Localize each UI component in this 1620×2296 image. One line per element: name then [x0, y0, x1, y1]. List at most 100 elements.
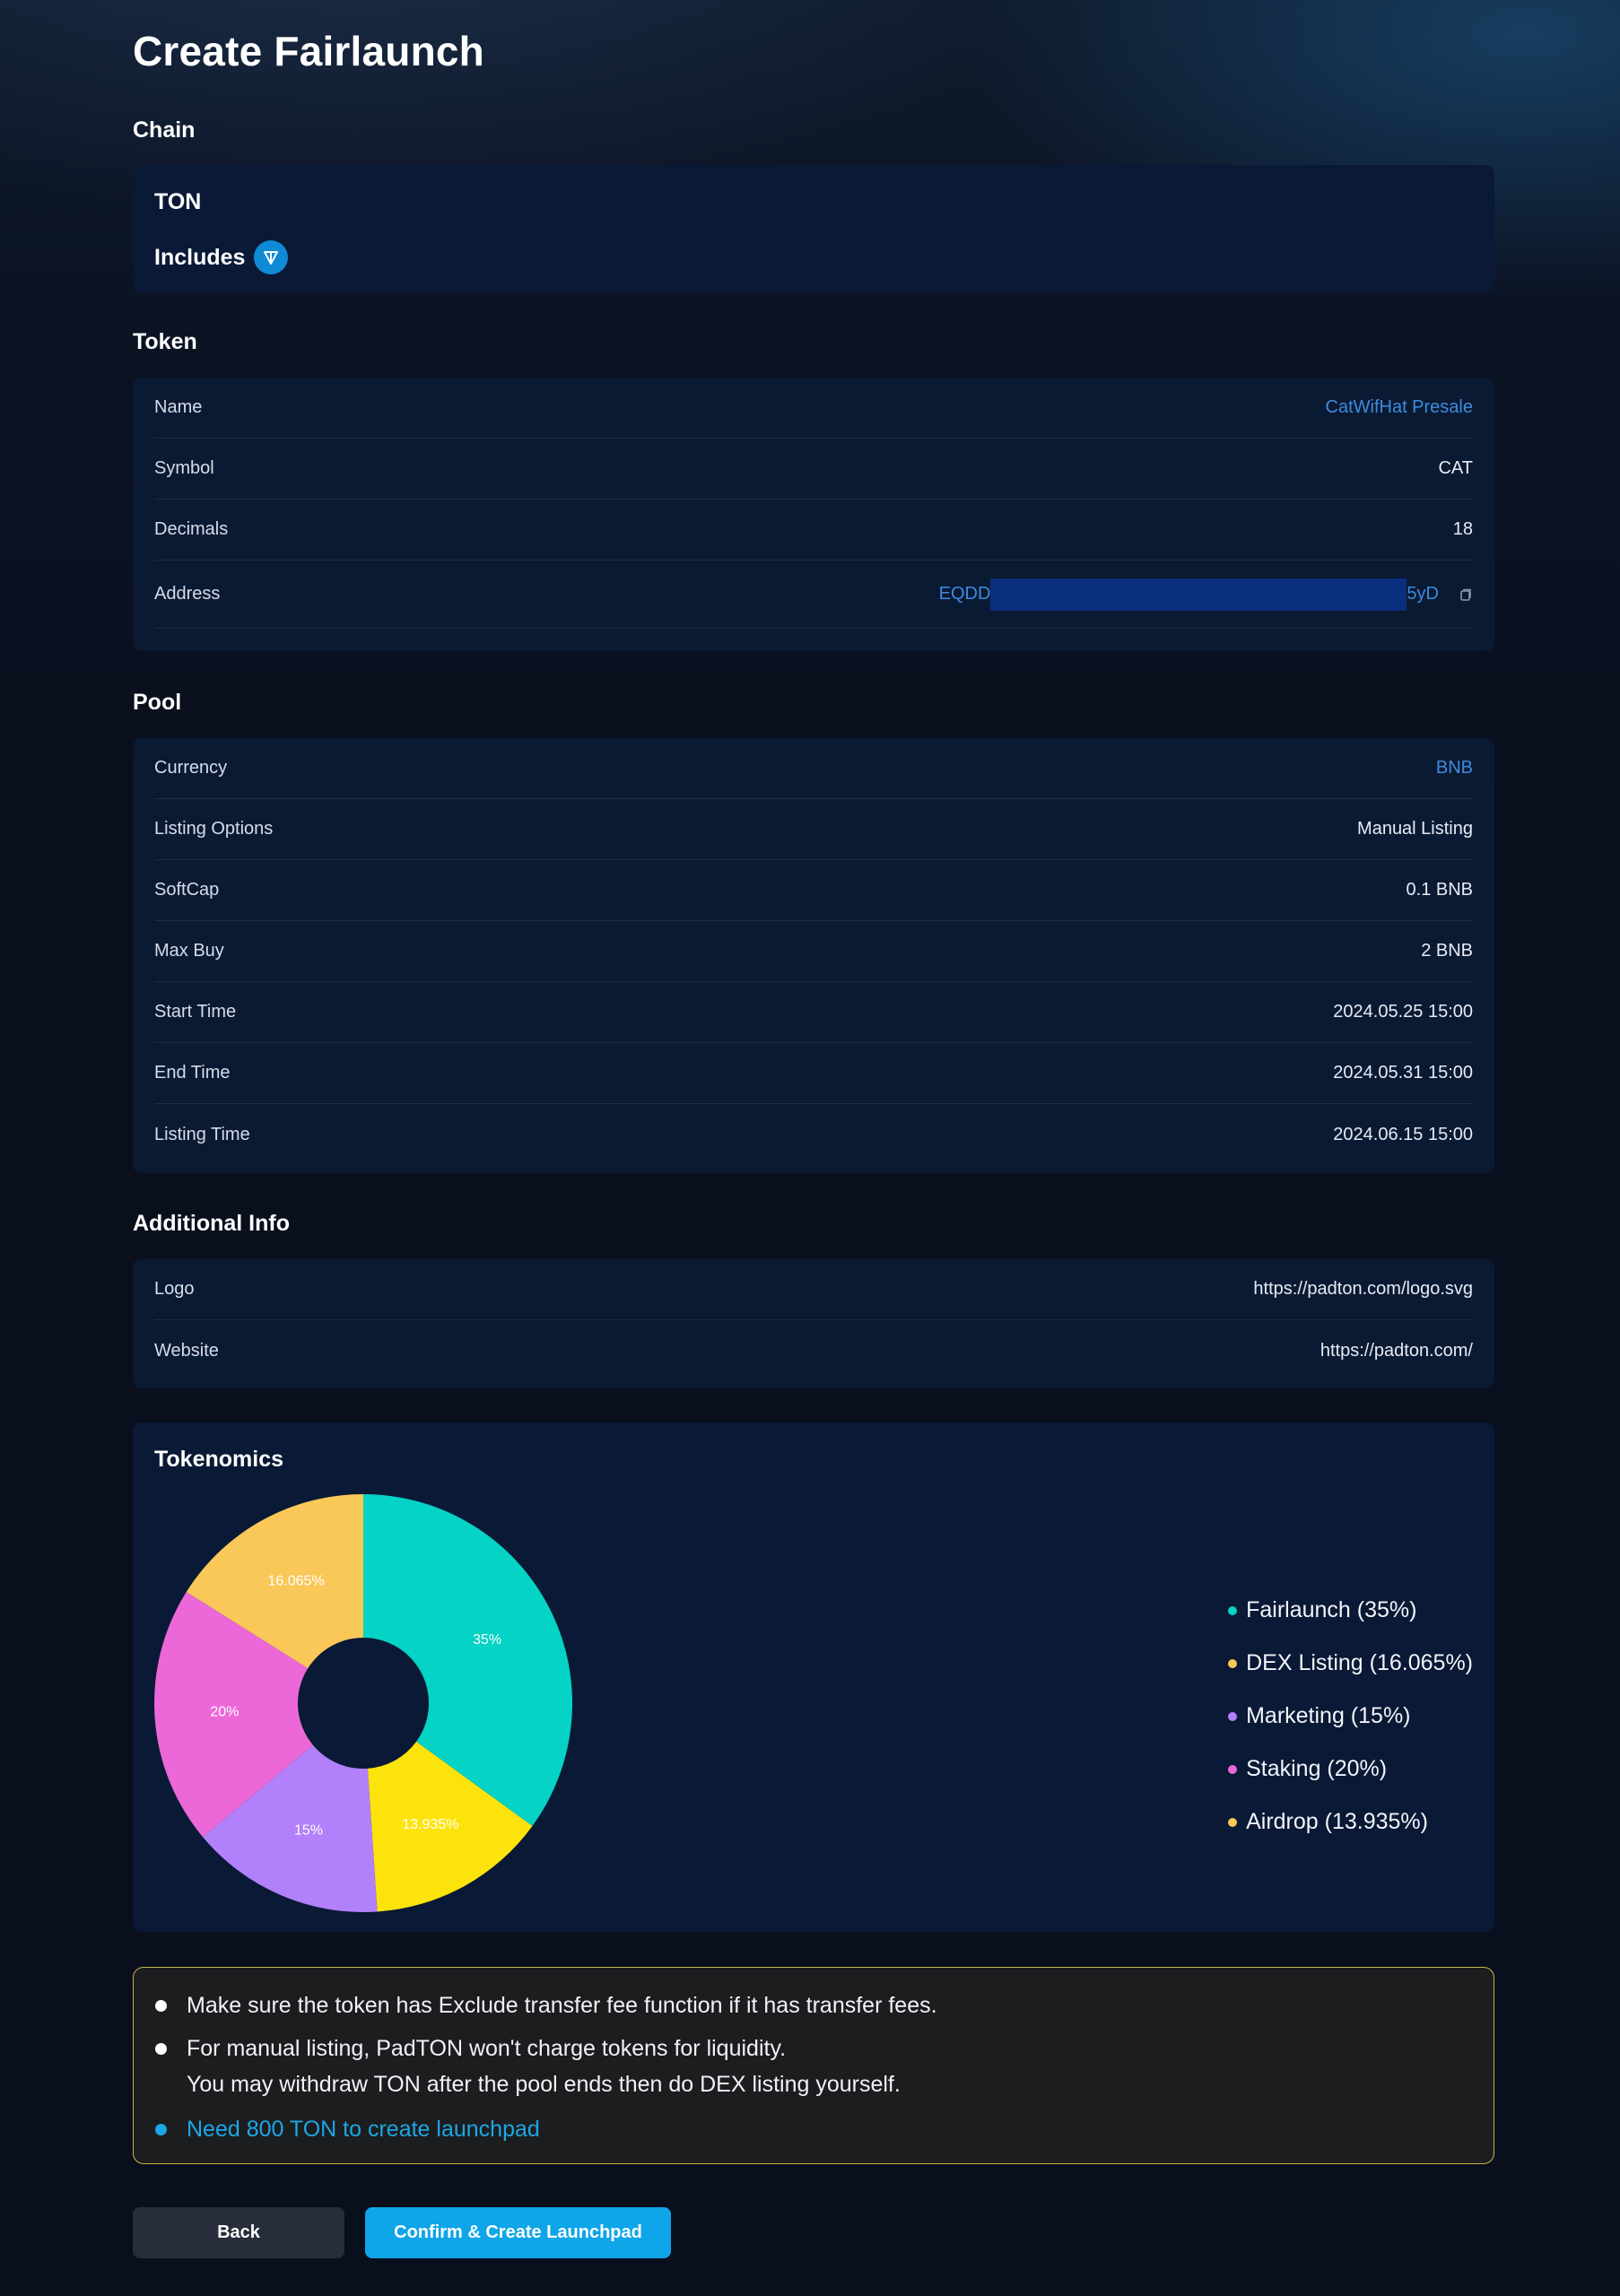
legend-label: DEX Listing (16.065%) — [1246, 1650, 1473, 1675]
token-row-name: Name CatWifHat Presale — [154, 378, 1473, 439]
legend-dot — [1228, 1817, 1238, 1827]
pool-listing-time-label: Listing Time — [154, 1124, 250, 1144]
legend-item-staking: Staking (20%) — [1228, 1743, 1473, 1796]
token-row-address: Address EQDD 5yD — [154, 561, 1473, 629]
pool-listing-time-value: 2024.06.15 15:00 — [1333, 1124, 1473, 1144]
legend-dot — [1228, 1711, 1238, 1721]
pool-max-buy-label: Max Buy — [154, 941, 224, 961]
legend-label: Airdrop (13.935%) — [1246, 1809, 1428, 1834]
tokenomics-card: Tokenomics 35% 13.935% 15% 20% 16.065% Fairl… — [133, 1422, 1494, 1932]
pie-slice-marketing — [203, 1744, 378, 1912]
pie-slice-dex-listing — [186, 1494, 363, 1669]
token-card: Name CatWifHat Presale Symbol CAT Decima… — [133, 378, 1494, 651]
pool-row-currency: Currency BNB — [154, 738, 1473, 799]
token-section-title: Token — [133, 329, 197, 354]
ton-icon — [254, 240, 289, 274]
token-row-symbol: Symbol CAT — [154, 439, 1473, 500]
chain-section-title: Chain — [133, 117, 196, 143]
legend-label: Staking (20%) — [1246, 1756, 1388, 1781]
legend-dot — [1228, 1764, 1238, 1774]
pool-section-title: Pool — [133, 690, 182, 715]
chain-name: TON — [154, 189, 202, 214]
pie-label-airdrop: 13.935% — [402, 1817, 458, 1832]
token-decimals-value: 18 — [1452, 519, 1473, 539]
info-row-website: Website https://padton.com/ — [154, 1320, 1473, 1381]
token-address-value: EQDD 5yD — [939, 578, 1473, 611]
tokenomics-donut-chart: 35% 13.935% 15% 20% 16.065% — [154, 1494, 572, 1912]
legend-label: Fairlaunch (35%) — [1246, 1597, 1417, 1622]
legend-label: Marketing (15%) — [1246, 1703, 1411, 1728]
info-logo-value[interactable]: https://padton.com/logo.svg — [1253, 1279, 1473, 1299]
notice-line: For manual listing, PadTON won't charge … — [187, 2036, 787, 2061]
pool-card: Currency BNB Listing Options Manual List… — [133, 738, 1494, 1173]
copy-icon[interactable] — [1457, 587, 1473, 603]
bullet-dot — [155, 2043, 167, 2055]
notice-line: You may withdraw TON after the pool ends… — [187, 2072, 901, 2097]
info-logo-label: Logo — [154, 1279, 195, 1299]
includes-label: Includes — [154, 244, 246, 270]
legend-item-fairlaunch: Fairlaunch (35%) — [1228, 1584, 1473, 1637]
pool-max-buy-value: 2 BNB — [1421, 941, 1473, 961]
pie-label-fairlaunch: 35% — [473, 1632, 501, 1648]
additional-info-rows: Logo https://padton.com/logo.svg Website… — [154, 1259, 1473, 1381]
pie-slice-airdrop — [367, 1741, 533, 1912]
pool-softcap-label: SoftCap — [154, 880, 220, 900]
notice-text: For manual listing, PadTON won't charge … — [187, 2031, 901, 2102]
token-row-decimals: Decimals 18 — [154, 500, 1473, 561]
address-redaction — [990, 578, 1407, 611]
pie-label-marketing: 15% — [294, 1823, 323, 1839]
pool-row-softcap: SoftCap 0.1 BNB — [154, 860, 1473, 921]
address-prefix: EQDD — [938, 584, 991, 604]
notice-item-manual-listing: For manual listing, PadTON won't charge … — [155, 2031, 901, 2102]
pool-currency-label: Currency — [154, 758, 228, 778]
legend-item-dex-listing: DEX Listing (16.065%) — [1228, 1637, 1473, 1690]
pool-currency-value[interactable]: BNB — [1435, 758, 1473, 778]
legend-item-airdrop: Airdrop (13.935%) — [1228, 1796, 1473, 1848]
confirm-create-launchpad-button[interactable]: Confirm & Create Launchpad — [365, 2207, 671, 2258]
pool-listing-options-label: Listing Options — [154, 819, 274, 839]
notice-text: Make sure the token has Exclude transfer… — [187, 1993, 937, 2018]
info-row-logo: Logo https://padton.com/logo.svg — [154, 1259, 1473, 1320]
page-title: Create Fairlaunch — [133, 28, 484, 74]
pool-end-time-value: 2024.05.31 15:00 — [1333, 1063, 1473, 1083]
pie-label-dex-listing: 16.065% — [267, 1574, 324, 1589]
token-rows: Name CatWifHat Presale Symbol CAT Decima… — [154, 378, 1473, 629]
token-symbol-label: Symbol — [154, 458, 214, 478]
legend-item-marketing: Marketing (15%) — [1228, 1690, 1473, 1743]
pool-row-listing-options: Listing Options Manual Listing — [154, 799, 1473, 860]
token-symbol-value: CAT — [1438, 458, 1473, 478]
pool-softcap-value: 0.1 BNB — [1406, 880, 1473, 900]
info-website-value[interactable]: https://padton.com/ — [1320, 1340, 1473, 1361]
token-name-label: Name — [154, 397, 203, 417]
pool-listing-options-value: Manual Listing — [1357, 819, 1473, 839]
pool-rows: Currency BNB Listing Options Manual List… — [154, 738, 1473, 1165]
pie-label-staking: 20% — [210, 1705, 239, 1720]
chain-includes: Includes — [154, 240, 289, 274]
pool-start-time-value: 2024.05.25 15:00 — [1333, 1002, 1473, 1022]
token-address-link[interactable]: EQDD 5yD — [939, 578, 1439, 611]
pie-slice-staking — [154, 1591, 313, 1838]
tokenomics-title: Tokenomics — [154, 1447, 284, 1472]
additional-info-card: Logo https://padton.com/logo.svg Website… — [133, 1259, 1494, 1388]
bullet-dot — [155, 2124, 167, 2135]
pool-start-time-label: Start Time — [154, 1002, 237, 1022]
info-website-label: Website — [154, 1340, 219, 1361]
pool-row-start-time: Start Time 2024.05.25 15:00 — [154, 982, 1473, 1043]
token-name-value[interactable]: CatWifHat Presale — [1325, 397, 1474, 417]
pool-row-listing-time: Listing Time 2024.06.15 15:00 — [154, 1104, 1473, 1165]
chain-card: TON Includes — [133, 165, 1494, 292]
pool-row-max-buy: Max Buy 2 BNB — [154, 921, 1473, 982]
token-decimals-label: Decimals — [154, 519, 229, 539]
tokenomics-legend: Fairlaunch (35%) DEX Listing (16.065%) M… — [1228, 1584, 1473, 1848]
notice-box: Make sure the token has Exclude transfer… — [133, 1967, 1494, 2164]
pool-end-time-label: End Time — [154, 1063, 231, 1083]
back-button[interactable]: Back — [133, 2207, 344, 2258]
additional-info-section-title: Additional Info — [133, 1211, 290, 1236]
pool-row-end-time: End Time 2024.05.31 15:00 — [154, 1043, 1473, 1104]
address-suffix: 5yD — [1407, 584, 1439, 604]
notice-item-ton-requirement: Need 800 TON to create launchpad — [155, 2111, 540, 2147]
pie-slice-fairlaunch — [363, 1494, 572, 1826]
legend-dot — [1228, 1605, 1238, 1615]
token-address-label: Address — [154, 584, 221, 604]
